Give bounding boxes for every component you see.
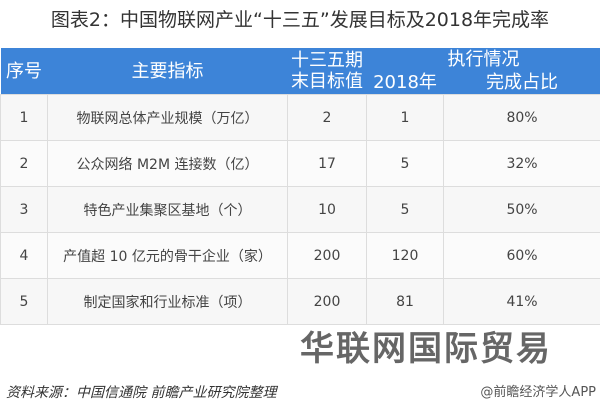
cell-ratio: 80% [443,94,600,141]
header-ratio: 完成占比 [443,71,600,95]
cell-target: 200 [287,232,367,279]
cell-2018: 120 [366,232,444,279]
cell-no: 1 [0,94,48,141]
cell-name: 特色产业集聚区基地（个） [47,186,288,233]
cell-ratio: 32% [443,140,600,187]
cell-target: 200 [287,278,367,325]
table-row: 1 物联网总体产业规模（万亿） 2 1 80% [0,94,600,141]
cell-no: 5 [0,278,48,325]
header-indicator: 主要指标 [47,48,288,95]
table-row: 4 产值超 10 亿元的骨干企业（家） 200 120 60% [0,232,600,279]
page-title: 图表2：中国物联网产业“十三五”发展目标及2018年完成率 [50,9,550,31]
header-target-line2: 末目标值 [291,71,363,92]
cell-no: 2 [0,140,48,187]
header-no: 序号 [0,48,48,95]
targets-table: 序号 主要指标 十三五期 末目标值 执行情况 2018年 完成占比 1 物联网总体产… [0,48,600,325]
cell-2018: 81 [366,278,444,325]
watermark: @前瞻经济学人APP [480,385,596,400]
cell-target: 2 [287,94,367,141]
header-target-line1: 十三五期 [291,50,363,71]
cell-2018: 1 [366,94,444,141]
cell-no: 3 [0,186,48,233]
header-target: 十三五期 末目标值 [287,48,367,95]
cell-ratio: 50% [443,186,600,233]
cell-target: 17 [287,140,367,187]
cell-ratio: 41% [443,278,600,325]
table-row: 2 公众网络 M2M 连接数（亿） 17 5 32% [0,140,600,187]
cell-ratio: 60% [443,232,600,279]
header-2018: 2018年 [366,71,444,95]
cell-name: 制定国家和行业标准（项） [47,278,288,325]
table-row: 5 制定国家和行业标准（项） 200 81 41% [0,278,600,325]
cell-name: 产值超 10 亿元的骨干企业（家） [47,232,288,279]
cell-target: 10 [287,186,367,233]
table-row: 3 特色产业集聚区基地（个） 10 5 50% [0,186,600,233]
cell-name: 物联网总体产业规模（万亿） [47,94,288,141]
cell-2018: 5 [366,186,444,233]
source-note: 资料来源：中国信通院 前瞻产业研究院整理 [6,385,277,401]
header-execution: 执行情况 [366,48,600,71]
cell-2018: 5 [366,140,444,187]
cell-name: 公众网络 M2M 连接数（亿） [47,140,288,187]
overlay-watermark: 华联网国际贸易 [300,329,552,369]
cell-no: 4 [0,232,48,279]
